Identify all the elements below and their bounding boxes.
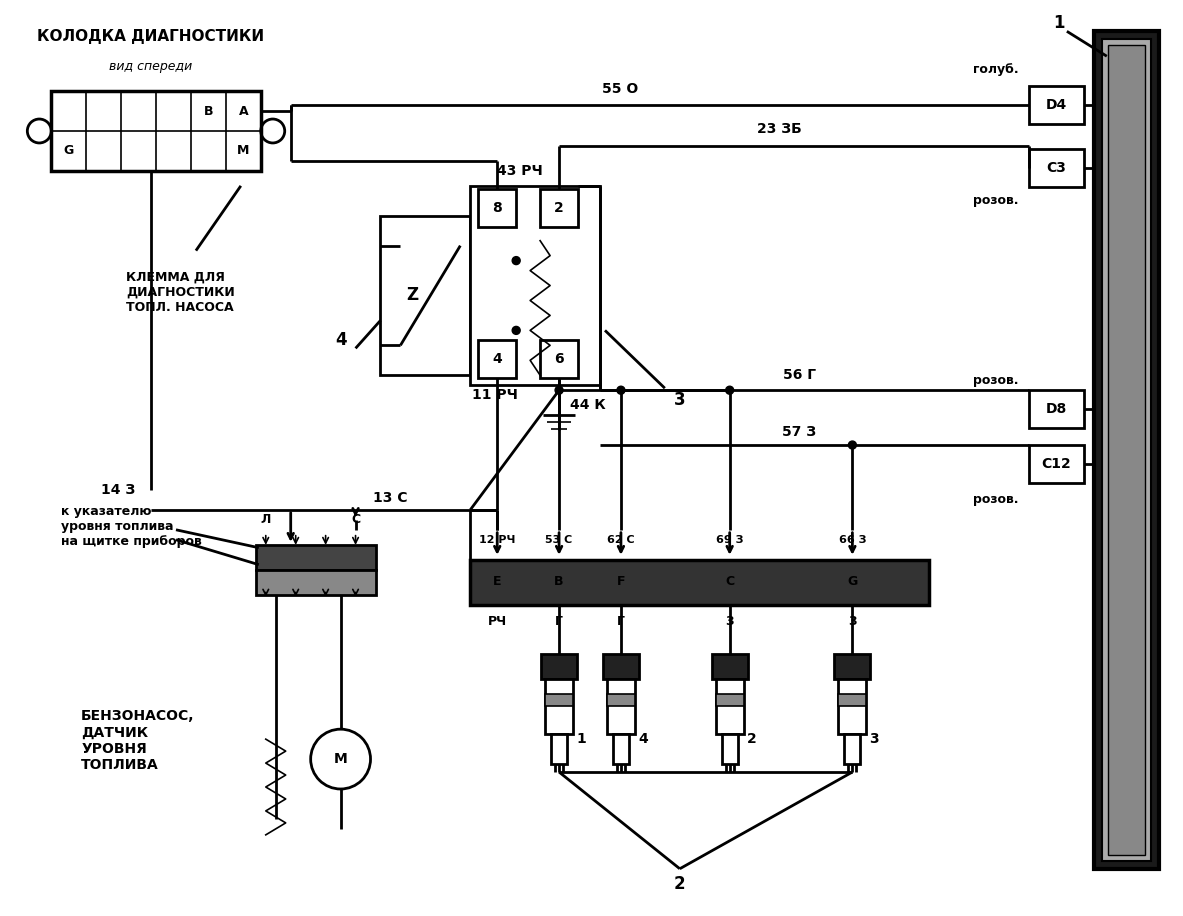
Text: A: A — [239, 104, 248, 117]
Text: Г: Г — [616, 615, 625, 628]
Text: 2: 2 — [746, 732, 756, 747]
Bar — [1029, 149, 1084, 187]
Text: C12: C12 — [1041, 457, 1071, 471]
Bar — [541, 341, 578, 378]
Text: 66 З: 66 З — [839, 535, 866, 545]
Text: 56 Г: 56 Г — [783, 368, 816, 382]
Text: розов.: розов. — [974, 374, 1019, 387]
Text: 2: 2 — [554, 201, 564, 214]
Text: 2: 2 — [674, 875, 686, 893]
Bar — [839, 694, 866, 706]
Text: КОЛОДКА ДИАГНОСТИКИ: КОЛОДКА ДИАГНОСТИКИ — [38, 28, 265, 44]
Text: 3: 3 — [848, 615, 856, 628]
Text: C: C — [351, 513, 360, 527]
Text: БЕНЗОНАСОС,
ДАТЧИК
УРОВНЯ
ТОПЛИВА: БЕНЗОНАСОС, ДАТЧИК УРОВНЯ ТОПЛИВА — [82, 709, 195, 772]
Bar — [845, 734, 860, 764]
Text: 3: 3 — [674, 391, 686, 409]
Text: G: G — [847, 575, 858, 588]
Text: M: M — [237, 145, 250, 158]
Circle shape — [555, 387, 563, 394]
Text: 8: 8 — [492, 201, 502, 214]
Bar — [541, 189, 578, 226]
Bar — [716, 694, 744, 706]
Text: 55 О: 55 О — [602, 82, 638, 96]
Text: B: B — [203, 104, 213, 117]
Bar — [712, 654, 748, 680]
Text: F: F — [616, 575, 625, 588]
Bar — [471, 560, 929, 605]
Text: E: E — [493, 575, 502, 588]
Circle shape — [512, 326, 521, 334]
Text: 14 З: 14 З — [102, 483, 135, 496]
Text: 4: 4 — [638, 732, 648, 747]
Bar — [256, 545, 375, 570]
Circle shape — [618, 387, 625, 394]
Text: 53 С: 53 С — [545, 535, 573, 545]
Bar — [613, 734, 629, 764]
Text: 69 З: 69 З — [716, 535, 743, 545]
Bar — [603, 654, 639, 680]
Text: B: B — [555, 575, 564, 588]
Text: D4: D4 — [1046, 98, 1067, 112]
Text: 1: 1 — [1053, 15, 1065, 32]
Text: к указателю
уровня топлива
на щитке приборов: к указателю уровня топлива на щитке приб… — [62, 505, 202, 548]
Bar — [541, 654, 577, 680]
Text: C: C — [725, 575, 735, 588]
Bar — [1101, 39, 1151, 861]
Text: 4: 4 — [335, 332, 347, 349]
Bar — [722, 734, 738, 764]
Bar — [1029, 445, 1084, 483]
Text: 12 РЧ: 12 РЧ — [479, 535, 516, 545]
Text: РЧ: РЧ — [487, 615, 506, 628]
Text: Л: Л — [260, 513, 271, 527]
Text: 3: 3 — [870, 732, 879, 747]
Bar — [716, 680, 744, 734]
Text: G: G — [64, 145, 73, 158]
Bar — [607, 680, 635, 734]
Bar — [478, 189, 516, 226]
Bar — [1029, 86, 1084, 124]
Text: голуб.: голуб. — [974, 62, 1019, 76]
Bar — [839, 680, 866, 734]
Bar — [1107, 45, 1145, 855]
Bar — [551, 734, 567, 764]
Text: Z: Z — [406, 287, 418, 304]
Bar — [1029, 390, 1084, 428]
Text: 11 РЧ: 11 РЧ — [472, 388, 518, 402]
Text: 1: 1 — [576, 732, 586, 747]
Bar — [545, 694, 573, 706]
Circle shape — [848, 441, 856, 449]
Circle shape — [512, 256, 521, 265]
Circle shape — [725, 387, 733, 394]
Text: розов.: розов. — [974, 494, 1019, 507]
Text: вид спереди: вид спереди — [109, 60, 193, 72]
Text: 43 РЧ: 43 РЧ — [497, 164, 543, 178]
Bar — [545, 680, 573, 734]
Text: 57 З: 57 З — [782, 425, 816, 439]
Text: D8: D8 — [1046, 402, 1067, 416]
Text: 4: 4 — [492, 353, 502, 366]
Bar — [607, 694, 635, 706]
Bar — [51, 91, 260, 171]
Text: КЛЕММА ДЛЯ
ДИАГНОСТИКИ
ТОПЛ. НАСОСА: КЛЕММА ДЛЯ ДИАГНОСТИКИ ТОПЛ. НАСОСА — [127, 270, 235, 313]
Text: розов.: розов. — [974, 194, 1019, 207]
Text: M: M — [334, 752, 348, 766]
Bar — [471, 186, 600, 386]
Text: C3: C3 — [1046, 161, 1066, 175]
Text: 23 ЗБ: 23 ЗБ — [757, 122, 802, 136]
Text: 13 С: 13 С — [373, 491, 408, 505]
Circle shape — [311, 729, 370, 789]
Bar — [381, 216, 471, 376]
Bar — [256, 570, 375, 594]
Bar — [478, 341, 516, 378]
Bar — [1094, 31, 1158, 868]
Text: 6: 6 — [555, 353, 564, 366]
Bar — [834, 654, 871, 680]
Text: 44 К: 44 К — [570, 398, 606, 412]
Text: Г: Г — [555, 615, 563, 628]
Text: 3: 3 — [725, 615, 733, 628]
Text: 62 С: 62 С — [607, 535, 635, 545]
